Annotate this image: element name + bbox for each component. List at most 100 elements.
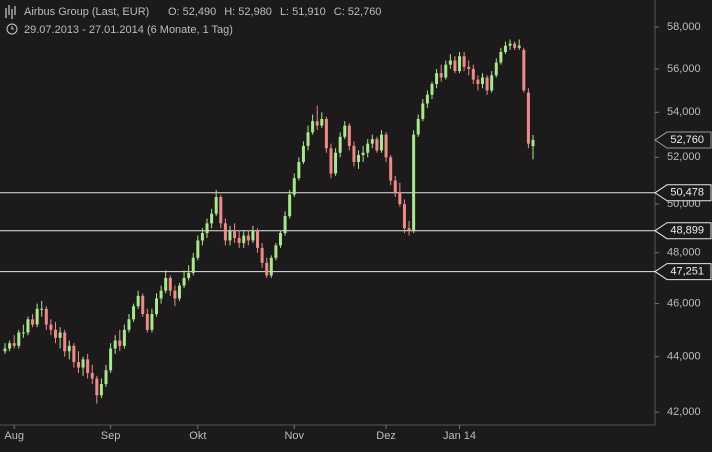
candle-body bbox=[421, 103, 425, 119]
candle-body bbox=[54, 329, 58, 338]
candle-body bbox=[288, 194, 292, 217]
candle-body bbox=[104, 370, 108, 385]
clock-icon bbox=[6, 23, 18, 35]
y-tick-label: 54,000 bbox=[667, 106, 701, 118]
candle-body bbox=[35, 308, 39, 325]
candle-body bbox=[320, 118, 324, 126]
candle-body bbox=[412, 134, 416, 231]
candle-body bbox=[448, 60, 452, 65]
candle-body bbox=[480, 77, 484, 84]
x-tick-label: Nov bbox=[284, 430, 304, 442]
candle-body bbox=[513, 43, 517, 48]
candle-body bbox=[159, 290, 163, 299]
candle-body bbox=[31, 319, 35, 325]
info-name: L: bbox=[280, 6, 289, 18]
candle-body bbox=[44, 308, 48, 325]
candle-body bbox=[508, 43, 512, 46]
y-tick-label: 44,000 bbox=[667, 351, 701, 363]
candle-body bbox=[26, 319, 30, 333]
candle-body bbox=[155, 298, 159, 315]
candle-body bbox=[494, 62, 498, 76]
candle-body bbox=[127, 319, 131, 330]
candle-body bbox=[297, 161, 301, 179]
candle-body bbox=[439, 73, 443, 78]
candle-body bbox=[444, 64, 448, 78]
candle-body bbox=[141, 295, 145, 315]
candle-body bbox=[95, 378, 99, 396]
info-value: 51,910 bbox=[292, 6, 326, 18]
chart-subtitle: 29.07.2013 - 27.01.2014 (6 Monate, 1 Tag… bbox=[24, 24, 233, 36]
candle-body bbox=[136, 295, 140, 307]
level-tag bbox=[654, 222, 712, 240]
candle-body bbox=[122, 329, 126, 346]
candle-body bbox=[228, 230, 232, 241]
candle-body bbox=[490, 75, 494, 91]
candle-body bbox=[366, 143, 370, 153]
candle-body bbox=[132, 306, 136, 320]
candle-body bbox=[435, 73, 439, 84]
candle-body bbox=[86, 359, 90, 374]
ohlc-info: O: 52,490 H: 52,980 L: 51,910 C: 52,760 bbox=[168, 6, 381, 18]
x-tick-label: Aug bbox=[4, 430, 24, 442]
candle-body bbox=[522, 49, 526, 91]
candle-body bbox=[21, 332, 25, 334]
candle-body bbox=[265, 262, 269, 276]
candle-body bbox=[361, 152, 365, 156]
x-tick-label: Sep bbox=[101, 430, 121, 442]
candle-body bbox=[168, 277, 172, 291]
candle-body bbox=[389, 157, 393, 181]
x-tick-label: Dez bbox=[376, 430, 396, 442]
candle-body bbox=[90, 373, 94, 379]
candle-body bbox=[219, 196, 223, 224]
candle-body bbox=[398, 192, 402, 205]
candle-body bbox=[196, 240, 200, 258]
candle-body bbox=[49, 324, 53, 330]
candle-body bbox=[311, 121, 315, 133]
candle-body bbox=[306, 132, 310, 146]
candle-body bbox=[357, 155, 361, 162]
candle-body bbox=[334, 152, 338, 174]
candle-body bbox=[347, 125, 351, 146]
level-tag bbox=[654, 263, 712, 281]
candle-body bbox=[58, 332, 62, 338]
level-label: 47,251 bbox=[670, 266, 704, 278]
candle-body bbox=[370, 139, 374, 144]
candle-body bbox=[402, 204, 406, 229]
y-tick-label: 58,000 bbox=[667, 21, 701, 33]
candle-body bbox=[301, 145, 305, 162]
candle-body bbox=[531, 140, 535, 147]
info-name: O: bbox=[168, 6, 180, 18]
info-value: 52,490 bbox=[183, 6, 217, 18]
candle-body bbox=[3, 348, 7, 352]
candle-body bbox=[425, 94, 429, 104]
candle-body bbox=[458, 56, 462, 72]
y-tick-label: 42,000 bbox=[667, 406, 701, 418]
candle-body bbox=[384, 134, 388, 158]
y-tick-label: 52,000 bbox=[667, 151, 701, 163]
candle-body bbox=[526, 92, 530, 144]
candle-body bbox=[237, 238, 241, 243]
candle-body bbox=[407, 228, 411, 231]
info-value: 52,980 bbox=[238, 6, 272, 18]
candle-body bbox=[113, 340, 117, 349]
candle-body bbox=[283, 216, 287, 234]
candle-body bbox=[12, 343, 16, 346]
candle-body bbox=[72, 345, 76, 363]
candle-body bbox=[187, 272, 191, 278]
candle-body bbox=[191, 257, 195, 273]
candle-body bbox=[99, 384, 103, 396]
candle-body bbox=[315, 121, 319, 126]
candle-body bbox=[430, 83, 434, 95]
chart-title: Airbus Group (Last, EUR) bbox=[24, 6, 149, 18]
y-tick-label: 56,000 bbox=[667, 63, 701, 75]
candle-body bbox=[393, 180, 397, 193]
candle-body bbox=[200, 233, 204, 241]
candle-body bbox=[233, 230, 237, 239]
candle-body bbox=[210, 213, 214, 224]
info-name: H: bbox=[224, 6, 235, 18]
candle-body bbox=[329, 148, 333, 174]
candle-body bbox=[76, 362, 80, 368]
y-tick-label: 46,000 bbox=[667, 298, 701, 310]
